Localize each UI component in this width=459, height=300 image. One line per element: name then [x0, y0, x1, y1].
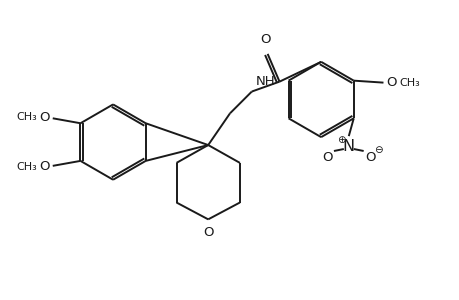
Text: ⊕: ⊕ — [337, 135, 346, 145]
Text: O: O — [386, 76, 396, 89]
Text: CH₃: CH₃ — [16, 162, 37, 172]
Text: CH₃: CH₃ — [398, 78, 419, 88]
Text: O: O — [202, 226, 213, 239]
Text: O: O — [260, 33, 270, 46]
Text: O: O — [364, 152, 375, 164]
Text: O: O — [39, 160, 50, 173]
Text: ⊖: ⊖ — [373, 145, 382, 155]
Text: CH₃: CH₃ — [16, 112, 37, 122]
Text: O: O — [321, 152, 331, 164]
Text: O: O — [39, 111, 50, 124]
Text: N: N — [342, 139, 354, 154]
Text: NH: NH — [255, 75, 275, 88]
